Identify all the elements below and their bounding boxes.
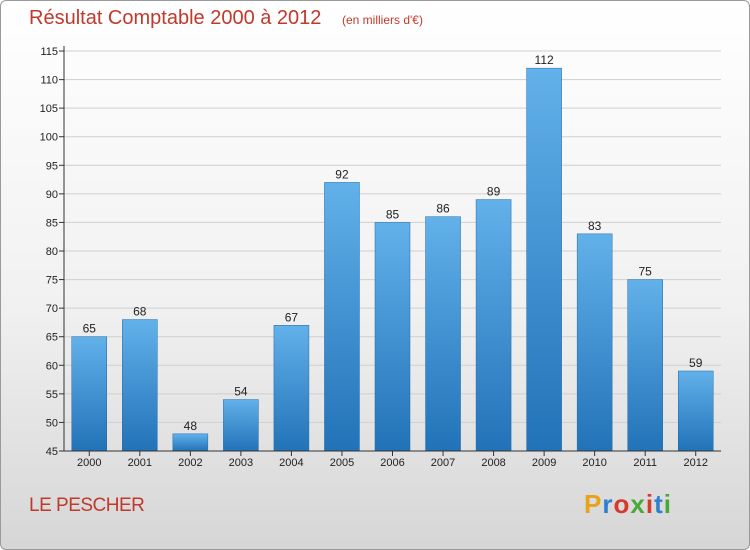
y-tick-label: 55 [46, 389, 58, 401]
x-tick-label: 2010 [582, 457, 606, 469]
data-label-2003: 54 [234, 385, 248, 399]
proxiti-logo[interactable]: Proxiti [584, 489, 672, 520]
y-tick-label: 45 [46, 446, 58, 458]
bar-2007 [425, 216, 461, 452]
x-tick-label: 2006 [380, 457, 404, 469]
chart-subtitle: (en milliers d'€) [342, 13, 423, 27]
data-label-2008: 89 [487, 185, 501, 199]
data-label-2009: 112 [535, 53, 554, 67]
bar-2001 [122, 319, 158, 452]
logo-letter: i [663, 489, 672, 519]
bar-2002 [172, 433, 209, 452]
data-label-2000: 65 [83, 322, 97, 336]
x-tick-label: 2001 [128, 457, 152, 469]
data-label-2012: 59 [689, 356, 703, 370]
x-tick-label: 2007 [431, 457, 455, 469]
bars [71, 67, 714, 452]
y-tick-label: 105 [40, 103, 58, 115]
x-tick-label: 2003 [229, 457, 253, 469]
data-label-2007: 86 [436, 202, 450, 216]
y-tick-label: 85 [46, 217, 58, 229]
bar-2006 [374, 222, 411, 452]
x-tick-label: 2012 [683, 457, 707, 469]
bar-2008 [475, 199, 512, 452]
data-labels: 65 68 48 54 67 92 85 86 89 112 83 75 59 [83, 53, 703, 433]
bar-2009 [526, 67, 562, 452]
bar-2000 [71, 336, 108, 452]
y-tick-label: 110 [40, 75, 58, 87]
location-name: LE PESCHER [29, 495, 145, 516]
logo-letter: o [613, 489, 631, 519]
bar-2011 [627, 279, 663, 452]
bar-2010 [576, 233, 613, 452]
logo-letter: P [584, 489, 603, 519]
data-label-2010: 83 [588, 219, 602, 233]
logo-letter: x [630, 489, 646, 519]
y-tick-label: 90 [46, 189, 58, 201]
bar-2003 [223, 399, 259, 452]
y-tick-label: 100 [40, 132, 58, 144]
data-label-2001: 68 [133, 305, 147, 319]
y-tick-label: 75 [46, 275, 58, 287]
x-tick-label: 2008 [481, 457, 505, 469]
data-label-2006: 85 [386, 207, 400, 221]
bar-2005 [324, 182, 360, 452]
y-tick-label: 70 [46, 303, 58, 315]
y-tick-label: 60 [46, 360, 58, 372]
logo-letter: t [654, 489, 664, 519]
data-label-2011: 75 [639, 265, 653, 279]
logo-letter: i [645, 489, 655, 519]
x-tick-label: 2005 [330, 457, 354, 469]
data-label-2004: 67 [285, 310, 299, 324]
y-tick-label: 115 [40, 46, 58, 58]
bar-2004 [273, 325, 310, 452]
axes: 45 50 55 60 65 70 75 80 85 90 95 100 105 110 115 2000 20… [40, 46, 721, 469]
y-tick-label: 65 [46, 332, 58, 344]
y-tick-label: 95 [46, 160, 58, 172]
y-tick-label: 80 [46, 246, 58, 258]
logo-letter: r [602, 489, 614, 519]
x-tick-label: 2009 [532, 457, 556, 469]
data-label-2002: 48 [184, 419, 198, 433]
bar-2012 [677, 370, 714, 452]
y-tick-label: 50 [46, 417, 58, 429]
x-tick-label: 2000 [77, 457, 101, 469]
x-tick-label: 2002 [178, 457, 202, 469]
x-tick-label: 2004 [279, 457, 303, 469]
data-label-2005: 92 [335, 167, 349, 181]
x-tick-label: 2011 [633, 457, 657, 469]
chart-title: Résultat Comptable 2000 à 2012 [29, 7, 322, 29]
